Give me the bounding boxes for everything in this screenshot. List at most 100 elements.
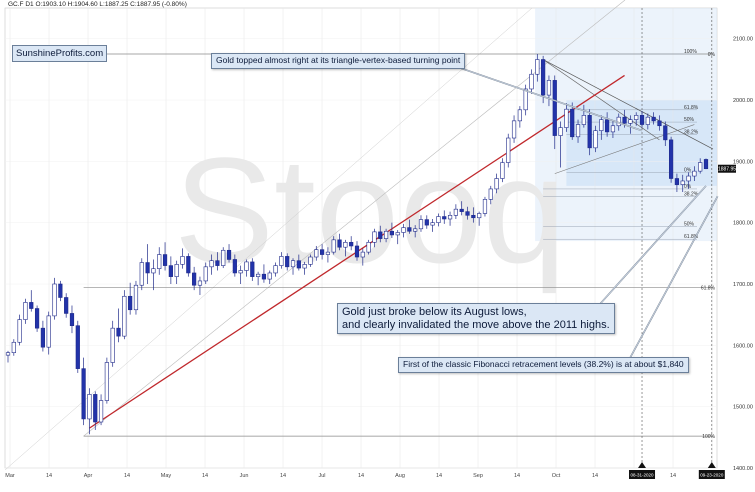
candle-body — [308, 256, 313, 265]
annotation-broke-august-lows: Gold just broke below its August lows, a… — [337, 303, 615, 335]
candle-body — [570, 108, 575, 138]
candle-body — [657, 120, 662, 127]
x-tick-label: Aug — [395, 473, 405, 479]
watermark-text: Stooq — [174, 126, 566, 294]
candle-body — [360, 251, 365, 258]
candle-body — [529, 73, 534, 90]
x-tick-label: May — [161, 473, 172, 479]
candle-body — [64, 297, 69, 314]
candle-body — [680, 180, 685, 185]
candle-body — [273, 265, 278, 274]
fib-swing-label: 61.8% — [684, 105, 699, 111]
annotation-line-2: and clearly invalidated the move above t… — [342, 318, 610, 331]
candle-body — [447, 215, 453, 220]
candle-body — [145, 262, 150, 274]
candle-body — [162, 254, 168, 266]
x-tick-label: 14 — [436, 473, 442, 479]
y-tick-label: 2100.00 — [733, 37, 753, 43]
pointer-august-lows-inner — [599, 185, 707, 305]
symbol-header: GC.F D1 O:1903.10 H:1904.60 L:1887.25 C:… — [8, 1, 187, 8]
candle-body — [256, 273, 261, 277]
vertical-marker-label: 09-23-2020 — [700, 473, 724, 478]
candle-body — [430, 222, 435, 226]
fib-level-label: 0% — [708, 52, 716, 58]
candle-body — [587, 115, 592, 149]
candle-body — [285, 256, 290, 268]
candle-body — [395, 232, 400, 236]
fib-level-label: 61.8% — [701, 286, 716, 292]
candle-body — [133, 284, 139, 311]
x-tick-label: 14 — [124, 473, 130, 479]
vertical-marker-box — [629, 470, 656, 479]
x-tick-label: 14 — [670, 473, 676, 479]
triangle-upper-line — [542, 59, 714, 150]
candle-body — [110, 327, 115, 363]
candle-body — [296, 260, 301, 269]
x-tick-label: Mar — [5, 473, 15, 479]
candle-body — [651, 116, 656, 122]
candle-body — [325, 251, 331, 255]
candle-body — [453, 208, 458, 216]
candle-body — [87, 394, 92, 420]
candle-body — [511, 120, 517, 139]
triangle-lower-line — [554, 124, 695, 174]
candle-body — [244, 261, 249, 271]
candle-body — [552, 80, 557, 136]
fib-small-label: 0% — [684, 184, 692, 190]
candle-body — [75, 325, 80, 369]
candle-body — [436, 216, 441, 223]
candle-body — [692, 170, 697, 177]
candle-body — [116, 327, 121, 337]
candle-body — [151, 268, 156, 274]
x-tick-label: 14 — [280, 473, 286, 479]
candle-body — [523, 88, 528, 111]
candle-body — [546, 80, 552, 96]
candle-body — [93, 394, 98, 423]
candle-body — [40, 327, 46, 348]
y-tick-label: 1700.00 — [733, 282, 753, 288]
y-tick-label: 1900.00 — [733, 159, 753, 165]
annotation-fibonacci: First of the classic Fibonacci retraceme… — [398, 357, 689, 373]
candle-body — [418, 219, 424, 230]
fib-small-label: 38.2% — [684, 191, 699, 197]
vertical-marker-arrow — [638, 462, 647, 468]
candle-body — [407, 227, 412, 232]
candle-body — [290, 260, 296, 268]
candle-body — [98, 400, 104, 423]
y-tick-label: 1400.00 — [733, 466, 753, 472]
candle-body — [424, 219, 429, 226]
x-tick-label: Jul — [318, 473, 325, 479]
fib-swing-label: 0% — [684, 167, 692, 173]
candle-body — [628, 119, 633, 124]
candle-body — [698, 162, 703, 172]
candle-body — [593, 130, 598, 149]
candle-body — [157, 254, 162, 269]
candle-body — [168, 265, 173, 277]
candle-body — [197, 280, 203, 286]
candle-body — [500, 162, 505, 179]
candle-body — [180, 256, 185, 265]
candle-body — [337, 239, 342, 248]
candle-body — [34, 308, 40, 329]
candle-body — [639, 115, 645, 125]
fib-small-label: 61.8% — [684, 234, 699, 240]
x-tick-label: 14 — [514, 473, 520, 479]
vertical-marker-arrow — [707, 462, 716, 468]
vertical-marker-label: 08-31-2020 — [631, 473, 655, 478]
candle-body — [564, 108, 569, 128]
candle-body — [186, 256, 191, 274]
candle-body — [349, 241, 354, 247]
candle-body — [575, 124, 581, 138]
x-tick-label: 14 — [202, 473, 208, 479]
candle-body — [622, 116, 627, 124]
fan-line-2 — [4, 7, 533, 471]
annotation-line-1: Gold just broke below its August lows, — [342, 306, 527, 318]
candle-body — [69, 313, 75, 327]
candle-body — [58, 283, 63, 298]
candle-body — [261, 273, 267, 280]
candle-body — [52, 283, 57, 317]
candle-body — [215, 260, 220, 266]
candle-body — [599, 119, 604, 131]
candle-body — [226, 249, 232, 260]
